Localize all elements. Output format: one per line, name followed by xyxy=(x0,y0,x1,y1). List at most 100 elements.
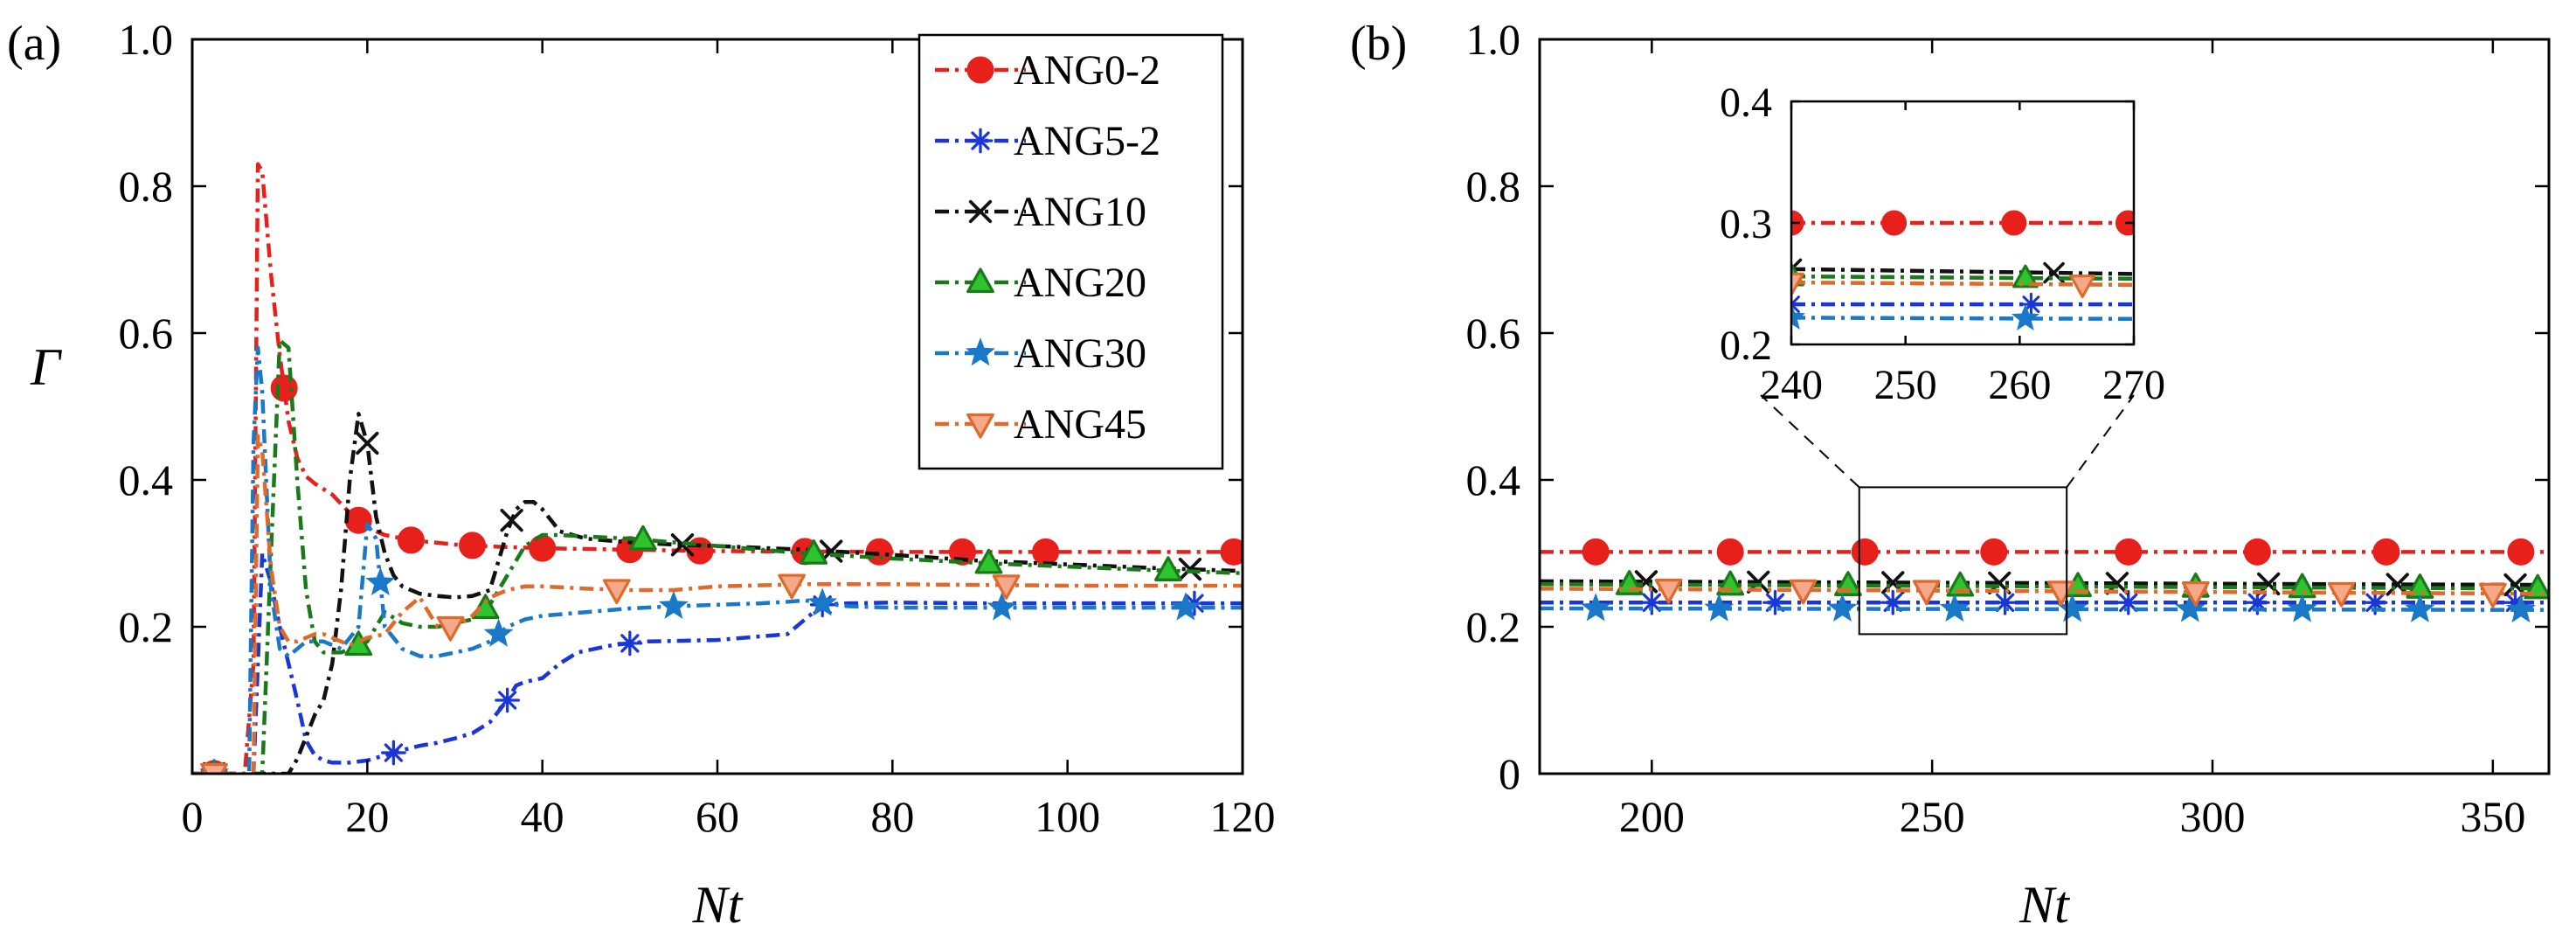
b-marker-ang0-2-5 xyxy=(2243,538,2271,566)
b-marker-ang0-2-2 xyxy=(1851,538,1879,566)
b-marker-ang45-1 xyxy=(1789,579,1818,605)
a-marker-ang10-1 xyxy=(356,431,379,455)
inset-xtick-label-1: 250 xyxy=(1874,362,1937,408)
b-line-ang45 xyxy=(1540,587,2549,596)
b-marker-ang5-2-2 xyxy=(1880,589,1906,615)
b-marker-ang0-2-1 xyxy=(1716,538,1744,566)
b-marker-ang5-2-4 xyxy=(2116,589,2142,615)
panel-a: 0 20 40 60 80 100 120 0.2 0.4 0.6 0.8 1.0 Nt Γ (a) ANG0… xyxy=(7,15,1276,934)
a-marker-ang20-6 xyxy=(1153,556,1182,581)
a-marker-ang20-2 xyxy=(471,594,500,620)
b-ytick-label-0: 0 xyxy=(1499,749,1520,798)
a-marker-ang20-5 xyxy=(974,548,1003,574)
a-legend-label-ang45: ANG45 xyxy=(1014,401,1146,448)
a-marker-ang5-2-3 xyxy=(617,630,643,657)
b-marker-ang0-2-4 xyxy=(2115,538,2143,566)
b-xtick-label-3: 350 xyxy=(2460,792,2525,841)
b-series-ang5-2 xyxy=(1540,589,2549,615)
a-legend-marker-ang20 xyxy=(966,268,994,294)
a-ytick-label-4: 1.0 xyxy=(119,15,174,64)
a-legend-label-ang5-2: ANG5-2 xyxy=(1014,118,1160,164)
inset-marker-ang0-2-2 xyxy=(2001,210,2027,236)
inset-xtick-label-2: 260 xyxy=(1988,362,2051,408)
a-xlabel: Nt xyxy=(692,876,744,934)
b-zoom-box xyxy=(1858,486,2068,636)
b-marker-ang45-2 xyxy=(1912,580,1941,606)
b-zoom-connector-left xyxy=(1760,394,1860,489)
a-marker-ang10-2 xyxy=(500,509,523,532)
a-marker-ang0-2-3 xyxy=(397,526,425,554)
a-marker-ang30-6 xyxy=(1170,592,1201,621)
b-marker-ang10-6 xyxy=(2386,573,2409,596)
b-ytick-label-5: 1.0 xyxy=(1466,15,1521,64)
a-marker-ang20-4 xyxy=(800,539,828,565)
inset-xtick-label-0: 240 xyxy=(1760,362,1823,408)
a-marker-ang10-5 xyxy=(1178,557,1202,581)
a-marker-ang45-1 xyxy=(436,615,465,642)
a-legend-label-ang20: ANG20 xyxy=(1014,260,1146,306)
a-series-ang20 xyxy=(192,338,1243,774)
inset-ytick-label-0: 0.2 xyxy=(1720,323,1772,369)
b-marker-ang0-2-3 xyxy=(1980,538,2008,566)
b-marker-ang5-2-7 xyxy=(2503,589,2528,615)
a-ytick-label-1: 0.4 xyxy=(119,455,174,504)
inset-line-ang30 xyxy=(1791,316,2134,322)
inset-ytick-label-1: 0.3 xyxy=(1720,201,1772,247)
inset-marker-ang45-0 xyxy=(1791,272,1804,296)
a-legend-marker-ang5-2 xyxy=(967,128,994,154)
a-xtick-label-1: 20 xyxy=(345,792,389,841)
a-marker-ang30-4 xyxy=(807,587,838,616)
a-line-ang20 xyxy=(192,338,1243,774)
a-marker-ang45-3 xyxy=(778,573,807,600)
a-legend-label-ang30: ANG30 xyxy=(1014,330,1146,377)
a-marker-ang0-2-11 xyxy=(1032,538,1060,566)
b-marker-ang5-2-6 xyxy=(2362,589,2388,615)
a-ytick-label-2: 0.6 xyxy=(119,309,174,358)
a-series-ang45 xyxy=(192,434,1243,774)
b-marker-ang45-0 xyxy=(1654,578,1683,604)
a-marker-ang5-2-2 xyxy=(495,687,520,713)
a-marker-ang30-1 xyxy=(365,566,396,596)
b-marker-ang30-7 xyxy=(2405,594,2435,622)
b-series-ang30 xyxy=(1540,593,2549,623)
inset-series-group xyxy=(1791,210,2134,330)
a-panel-label: (a) xyxy=(7,17,61,71)
b-panel-label: (b) xyxy=(1350,17,1407,71)
a-marker-ang0-2-12 xyxy=(1220,538,1243,566)
b-marker-ang45-4 xyxy=(2181,580,2210,607)
b-marker-ang30-3 xyxy=(1939,593,1970,622)
b-marker-ang0-2-0 xyxy=(1582,538,1610,566)
b-line-ang30 xyxy=(1540,606,2549,612)
a-marker-ang0-2-4 xyxy=(459,532,487,559)
inset-line-ang45 xyxy=(1791,280,2134,288)
inset-marker-ang45-1 xyxy=(2069,274,2096,299)
inset-series-ang5-2 xyxy=(1791,292,2134,316)
inset-line-ang10 xyxy=(1791,267,2134,276)
b-marker-ang30-0 xyxy=(1581,593,1611,622)
b-marker-ang5-2-5 xyxy=(2244,589,2270,615)
inset-ytick-label-2: 0.4 xyxy=(1720,80,1772,126)
b-ytick-label-3: 0.6 xyxy=(1466,309,1521,358)
a-marker-ang20-3 xyxy=(628,525,657,551)
a-legend-label-ang10: ANG10 xyxy=(1014,189,1146,235)
a-series-ang5-2 xyxy=(192,551,1243,774)
a-line-ang10 xyxy=(192,412,1243,774)
b-series-ang45 xyxy=(1540,578,2549,608)
b-ytick-label-1: 0.2 xyxy=(1466,602,1521,651)
b-marker-ang10-7 xyxy=(2503,573,2527,597)
inset-marker-ang20-1 xyxy=(2012,264,2039,288)
a-legend: ANG0-2 ANG5-2 ANG10 ANG20 ANG30 ANG45 xyxy=(918,33,1224,470)
b-xtick-label-0: 200 xyxy=(1619,792,1685,841)
a-xtick-label-3: 60 xyxy=(696,792,739,841)
b-ytick-label-4: 0.8 xyxy=(1466,162,1521,211)
a-ylabel: Γ xyxy=(30,338,63,396)
b-marker-ang45-5 xyxy=(2327,581,2356,608)
b-line-ang10 xyxy=(1540,579,2549,587)
b-frame xyxy=(1538,38,2551,775)
inset-series-ang30 xyxy=(1791,302,2134,330)
inset-marker-ang5-2-1 xyxy=(2019,292,2043,316)
inset-series-ang45 xyxy=(1791,272,2134,299)
panel-b-inset: 240 250 260 270 0.2 0.3 0.4 xyxy=(1720,80,2165,408)
a-marker-ang30-2 xyxy=(483,618,514,647)
